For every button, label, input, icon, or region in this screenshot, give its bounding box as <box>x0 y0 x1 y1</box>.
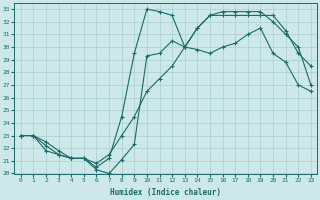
X-axis label: Humidex (Indice chaleur): Humidex (Indice chaleur) <box>110 188 221 197</box>
